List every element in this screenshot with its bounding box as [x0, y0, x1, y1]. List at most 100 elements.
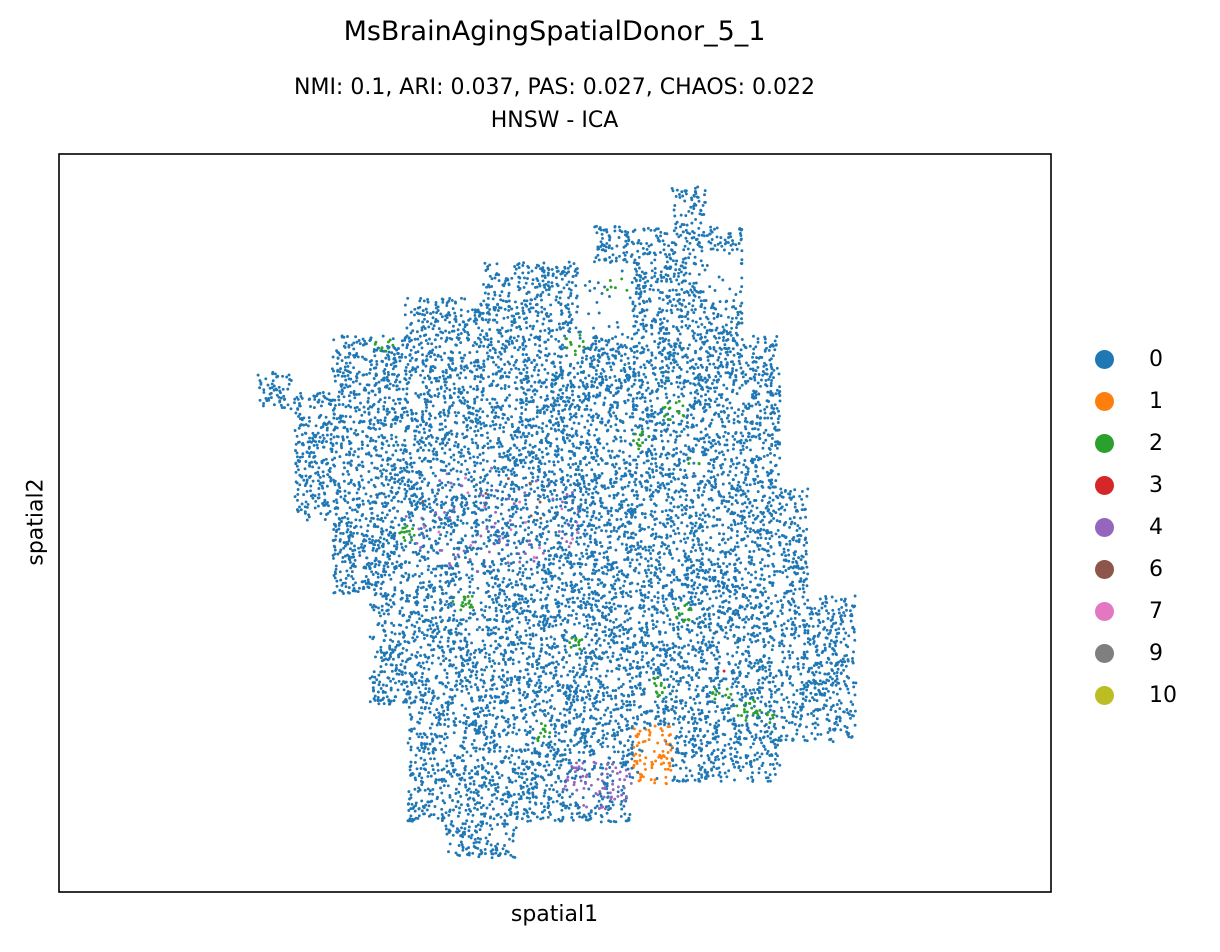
point-cluster-0: [682, 291, 686, 295]
point-cluster-0: [472, 790, 476, 794]
point-cluster-0: [510, 780, 514, 784]
point-cluster-0: [689, 514, 693, 518]
point-cluster-0: [817, 688, 821, 692]
point-cluster-0: [745, 596, 749, 600]
point-cluster-0: [483, 647, 487, 651]
point-cluster-0: [434, 621, 438, 625]
point-cluster-0: [735, 534, 739, 538]
point-cluster-0: [782, 595, 786, 599]
point-cluster-0: [404, 372, 408, 376]
point-cluster-0: [397, 387, 401, 391]
point-cluster-0: [579, 606, 583, 610]
point-cluster-0: [586, 385, 589, 389]
point-cluster-0: [597, 799, 601, 803]
point-cluster-0: [404, 544, 408, 548]
point-cluster-0: [356, 590, 360, 594]
point-cluster-0: [385, 539, 389, 542]
point-cluster-0: [571, 670, 575, 673]
point-cluster-0: [667, 487, 671, 491]
point-cluster-0: [661, 336, 665, 340]
point-cluster-0: [384, 690, 387, 694]
point-cluster-0: [545, 524, 549, 528]
point-cluster-0: [479, 824, 483, 828]
point-cluster-0: [660, 510, 664, 514]
point-cluster-0: [762, 515, 766, 519]
point-cluster-0: [443, 628, 446, 631]
point-cluster-0: [747, 432, 751, 436]
point-cluster-0: [672, 208, 676, 212]
point-cluster-0: [692, 207, 696, 211]
point-cluster-0: [396, 499, 400, 503]
point-cluster-0: [502, 577, 506, 580]
point-cluster-0: [421, 581, 425, 585]
point-cluster-0: [594, 490, 598, 494]
point-cluster-0: [516, 463, 520, 467]
point-cluster-0: [750, 558, 754, 562]
point-cluster-0: [525, 733, 529, 737]
point-cluster-0: [750, 606, 754, 610]
point-cluster-0: [733, 437, 737, 441]
point-cluster-0: [294, 411, 298, 415]
point-cluster-0: [628, 561, 632, 565]
point-cluster-0: [305, 505, 309, 509]
point-cluster-0: [607, 642, 610, 645]
point-cluster-0: [672, 274, 676, 278]
point-cluster-0: [512, 726, 516, 730]
point-cluster-0: [387, 350, 391, 354]
point-cluster-0: [426, 374, 430, 378]
point-cluster-0: [776, 421, 780, 424]
point-cluster-0: [805, 527, 809, 531]
point-cluster-0: [542, 581, 546, 585]
point-cluster-0: [744, 649, 748, 653]
point-cluster-0: [412, 443, 416, 447]
point-cluster-0: [417, 661, 421, 665]
point-cluster-1: [665, 742, 668, 746]
point-cluster-0: [687, 740, 691, 744]
point-cluster-0: [720, 501, 724, 505]
point-cluster-0: [772, 368, 776, 372]
point-cluster-0: [622, 584, 626, 588]
point-cluster-0: [691, 329, 695, 333]
point-cluster-0: [825, 609, 829, 613]
point-cluster-0: [645, 241, 649, 245]
point-cluster-0: [627, 480, 631, 484]
point-cluster-0: [529, 487, 533, 491]
point-cluster-0: [661, 365, 665, 369]
point-cluster-0: [508, 837, 511, 841]
point-cluster-0: [656, 581, 660, 585]
point-cluster-0: [768, 762, 772, 766]
point-cluster-0: [509, 853, 513, 857]
point-cluster-0: [410, 356, 414, 360]
point-cluster-0: [554, 530, 558, 534]
point-cluster-0: [339, 495, 343, 499]
point-cluster-0: [415, 635, 419, 639]
point-cluster-0: [611, 734, 614, 738]
point-cluster-0: [687, 730, 691, 734]
point-cluster-0: [554, 665, 558, 669]
point-cluster-0: [416, 440, 420, 444]
point-cluster-0: [638, 287, 642, 291]
point-cluster-0: [543, 285, 547, 289]
point-cluster-0: [721, 711, 725, 715]
point-cluster-0: [540, 643, 544, 647]
point-cluster-0: [601, 605, 605, 609]
point-cluster-0: [369, 519, 372, 523]
point-cluster-0: [604, 674, 608, 678]
point-cluster-0: [425, 808, 429, 812]
point-cluster-0: [429, 774, 433, 778]
point-cluster-0: [653, 271, 657, 275]
point-cluster-0: [420, 675, 424, 679]
point-cluster-0: [697, 668, 701, 672]
point-cluster-0: [607, 722, 611, 726]
point-cluster-0: [396, 688, 400, 692]
point-cluster-1: [648, 733, 652, 737]
point-cluster-0: [827, 611, 830, 615]
point-cluster-0: [743, 425, 747, 429]
point-cluster-0: [680, 625, 684, 629]
point-cluster-0: [441, 427, 444, 431]
point-cluster-0: [594, 647, 598, 651]
point-cluster-0: [614, 548, 618, 552]
point-cluster-0: [427, 690, 431, 694]
point-cluster-0: [670, 594, 674, 598]
point-cluster-0: [615, 517, 619, 521]
